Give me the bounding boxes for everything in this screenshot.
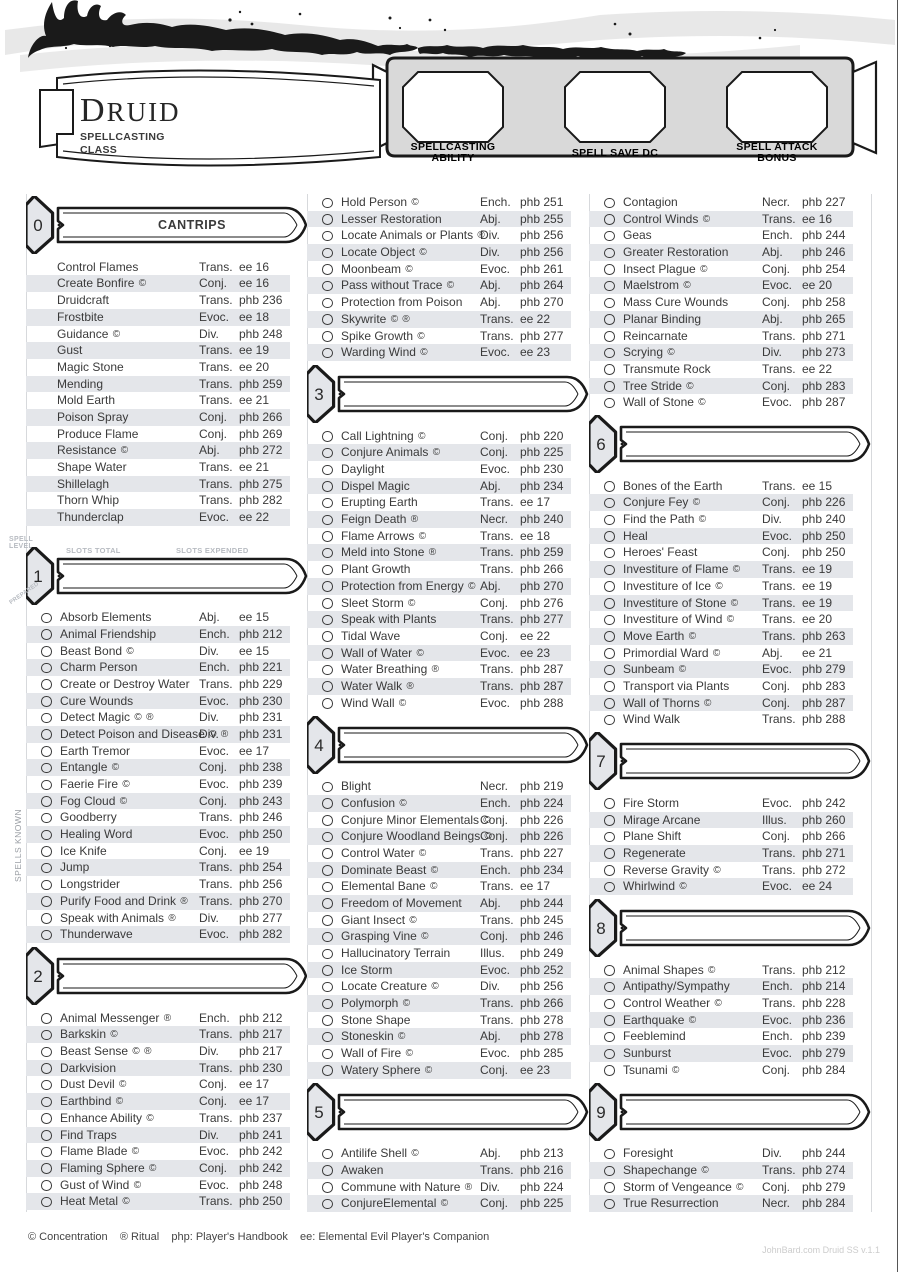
svg-text:SPELL SAVE DC: SPELL SAVE DC (572, 147, 658, 159)
svg-text:7: 7 (596, 752, 605, 771)
svg-text:0: 0 (33, 216, 42, 235)
svg-text:4: 4 (314, 736, 323, 755)
svg-text:BONUS: BONUS (757, 152, 796, 164)
svg-text:ABILITY: ABILITY (432, 152, 475, 164)
svg-text:3: 3 (314, 385, 323, 404)
svg-text:2: 2 (33, 967, 42, 986)
svg-text:5: 5 (314, 1103, 323, 1122)
svg-text:DRUID: DRUID (80, 92, 181, 129)
svg-text:6: 6 (596, 435, 605, 454)
svg-text:9: 9 (596, 1103, 605, 1122)
svg-text:8: 8 (596, 919, 605, 938)
